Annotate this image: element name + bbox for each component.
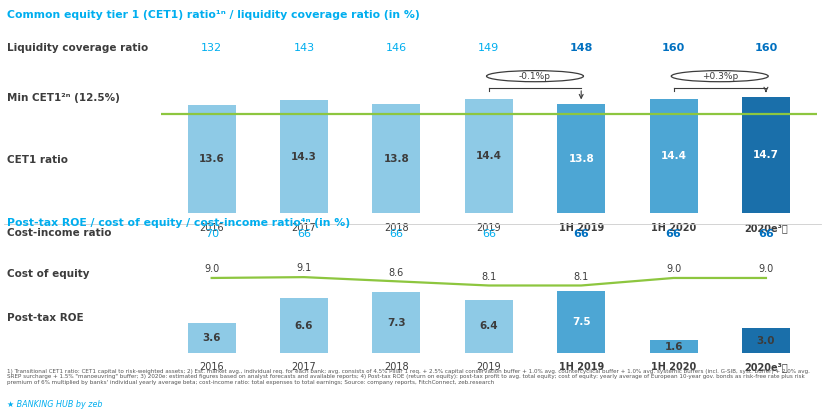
- Text: 148: 148: [569, 43, 593, 53]
- Text: 1H 2019: 1H 2019: [559, 224, 604, 234]
- Text: 146: 146: [386, 43, 407, 53]
- Bar: [372, 104, 421, 213]
- Bar: [649, 99, 698, 213]
- Text: 3.6: 3.6: [202, 333, 221, 343]
- Bar: [742, 97, 790, 213]
- Text: 70: 70: [205, 229, 219, 239]
- Text: 66: 66: [297, 229, 311, 239]
- Text: Post-tax ROE / cost of equity / cost-income ratio⁴ⁿ (in %): Post-tax ROE / cost of equity / cost-inc…: [7, 218, 350, 228]
- Text: 9.0: 9.0: [758, 264, 774, 274]
- Text: 149: 149: [478, 43, 499, 53]
- Text: 132: 132: [201, 43, 222, 53]
- Text: 66: 66: [573, 229, 589, 239]
- Text: Min CET1²ⁿ (12.5%): Min CET1²ⁿ (12.5%): [7, 93, 120, 103]
- Text: 9.1: 9.1: [296, 263, 312, 273]
- Text: CET1 ratio: CET1 ratio: [7, 155, 68, 165]
- Text: 160: 160: [662, 43, 686, 53]
- Text: 2018: 2018: [384, 224, 408, 234]
- Text: 14.4: 14.4: [476, 151, 502, 161]
- Text: 1.6: 1.6: [664, 342, 683, 352]
- Bar: [464, 99, 513, 213]
- Text: 2018: 2018: [384, 362, 408, 372]
- Text: 160: 160: [754, 43, 778, 53]
- Text: 66: 66: [389, 229, 403, 239]
- Text: 66: 66: [758, 229, 774, 239]
- Text: 143: 143: [294, 43, 314, 53]
- Text: ★ BANKING HUB by zeb: ★ BANKING HUB by zeb: [7, 400, 102, 409]
- Text: 8.1: 8.1: [481, 272, 497, 282]
- Bar: [557, 291, 606, 353]
- Text: 1) Transitional CET1 ratio: CET1 capital to risk-weighted assets; 2) Est. market: 1) Transitional CET1 ratio: CET1 capital…: [7, 369, 809, 385]
- Text: 2020e³⧯: 2020e³⧯: [744, 224, 788, 234]
- Text: 1H 2020: 1H 2020: [651, 362, 696, 372]
- Text: 8.1: 8.1: [573, 272, 589, 282]
- Text: 7.3: 7.3: [387, 318, 406, 328]
- Bar: [187, 105, 236, 213]
- Text: 1H 2020: 1H 2020: [651, 224, 696, 234]
- Text: 2016: 2016: [200, 224, 224, 234]
- Text: 14.4: 14.4: [661, 151, 686, 161]
- Text: Liquidity coverage ratio: Liquidity coverage ratio: [7, 43, 148, 53]
- Text: 6.4: 6.4: [479, 321, 498, 331]
- Bar: [464, 300, 513, 353]
- Bar: [372, 292, 421, 353]
- Text: 7.5: 7.5: [572, 317, 591, 327]
- Text: 2016: 2016: [200, 362, 224, 372]
- Bar: [187, 323, 236, 353]
- Bar: [557, 104, 606, 213]
- Bar: [649, 340, 698, 353]
- Text: 66: 66: [482, 229, 496, 239]
- Text: 13.8: 13.8: [384, 153, 409, 163]
- Text: 2019: 2019: [477, 362, 501, 372]
- Text: 13.6: 13.6: [199, 154, 224, 164]
- Text: 8.6: 8.6: [389, 268, 404, 278]
- Text: 6.6: 6.6: [295, 321, 314, 331]
- Bar: [280, 298, 328, 353]
- Text: 2019: 2019: [477, 224, 501, 234]
- Text: 66: 66: [666, 229, 681, 239]
- Text: +0.3%p: +0.3%p: [701, 71, 738, 81]
- Text: 9.0: 9.0: [666, 264, 681, 274]
- Text: Cost-income ratio: Cost-income ratio: [7, 228, 111, 238]
- Text: 2017: 2017: [292, 224, 317, 234]
- Text: 1H 2019: 1H 2019: [559, 362, 604, 372]
- Bar: [280, 100, 328, 213]
- Text: 9.0: 9.0: [204, 264, 219, 274]
- Text: Common equity tier 1 (CET1) ratio¹ⁿ / liquidity coverage ratio (in %): Common equity tier 1 (CET1) ratio¹ⁿ / li…: [7, 10, 419, 20]
- Bar: [742, 328, 790, 353]
- Text: 2020e³⧯: 2020e³⧯: [744, 362, 788, 372]
- Text: -0.1%p: -0.1%p: [519, 71, 551, 81]
- Text: 2017: 2017: [292, 362, 317, 372]
- Text: 14.7: 14.7: [753, 150, 779, 160]
- Text: 3.0: 3.0: [757, 336, 775, 346]
- Text: 14.3: 14.3: [291, 152, 317, 161]
- Text: Cost of equity: Cost of equity: [7, 269, 89, 279]
- Text: 13.8: 13.8: [568, 153, 594, 163]
- Text: Post-tax ROE: Post-tax ROE: [7, 313, 83, 323]
